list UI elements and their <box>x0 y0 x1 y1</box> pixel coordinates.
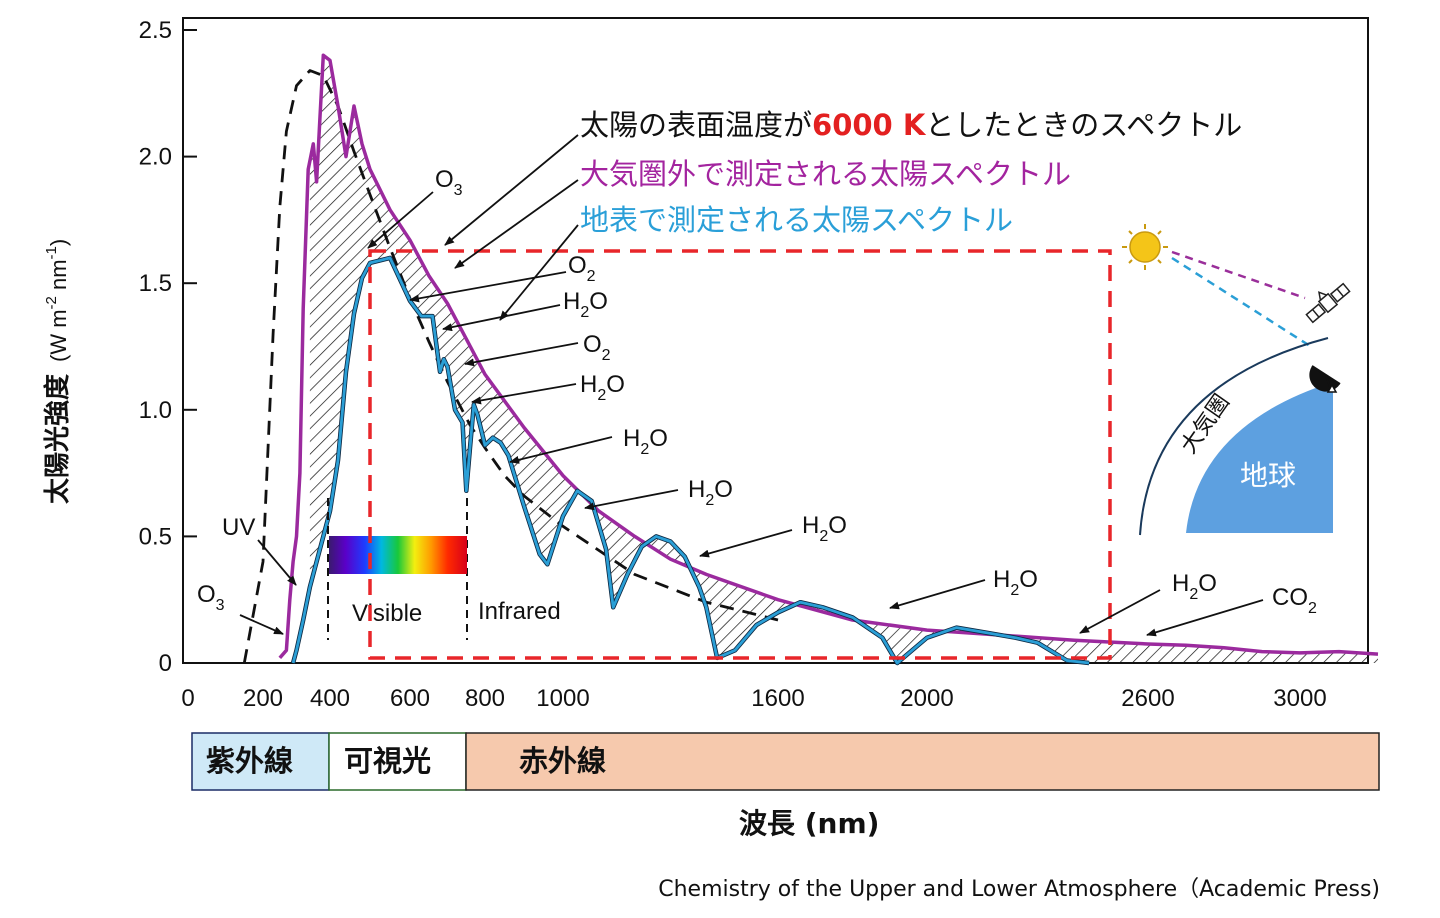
y-axis-unit: (W m-2 nm-1) <box>43 239 71 362</box>
ray-to-satellite <box>1171 250 1306 300</box>
surface-spectrum-line <box>291 256 1090 665</box>
x-tick-label: 800 <box>465 685 505 712</box>
band-visible-label: 可視光 <box>344 744 431 778</box>
band-uv-label: 紫外線 <box>206 744 293 778</box>
h2o-label-g: H2O <box>1172 570 1217 603</box>
y-axis-label: 太陽光強度 (W m-2 nm-1) <box>42 239 73 504</box>
y-tick-label: 0.5 <box>139 523 172 550</box>
y-tick-label: 1.5 <box>139 270 172 297</box>
y-tick-label: 1.0 <box>139 397 172 424</box>
o2-label-a: O2 <box>568 252 596 285</box>
h2o-label-e: H2O <box>802 512 847 545</box>
x-tick-label: 2600 <box>1121 685 1174 712</box>
arrow-o3-top <box>367 191 434 249</box>
x-tick-label: 400 <box>310 685 350 712</box>
arrow-co2 <box>1146 599 1264 637</box>
x-tick-label: 3000 <box>1273 685 1326 712</box>
satellite-icon <box>1305 282 1351 324</box>
arrow-uv <box>257 539 297 586</box>
x-tick-label: 600 <box>390 685 430 712</box>
arrow-h2o-a <box>442 304 561 332</box>
plot-frame <box>182 17 1369 664</box>
h2o-label-a: H2O <box>563 288 608 321</box>
infrared-label: Infrared <box>478 598 561 625</box>
legend-surface: 地表で測定される太陽スペクトル <box>580 203 1013 237</box>
earth-shape <box>1186 382 1333 533</box>
h2o-label-c: H2O <box>623 425 668 458</box>
axis-ticks: 0 0.5 1.0 1.5 2.0 2.5 0 200 400 600 800 1000 1600 200… <box>139 17 1327 712</box>
x-tick-label: 1000 <box>536 685 589 712</box>
source-credit: Chemistry of the Upper and Lower Atmosph… <box>658 877 1380 902</box>
arrow-legend-6000k <box>444 134 579 246</box>
arrow-h2o-g <box>1079 589 1161 634</box>
arrow-o2-a <box>409 271 567 303</box>
h2o-label-f: H2O <box>993 566 1038 599</box>
o2-label-b: O2 <box>583 331 611 364</box>
atmosphere-arc <box>1139 337 1329 536</box>
ground-station-icon <box>1309 365 1341 393</box>
co2-label: CO2 <box>1272 584 1317 617</box>
arrow-o3-left <box>239 614 284 635</box>
ray-to-ground <box>1171 256 1311 348</box>
x-tick-label: 0 <box>181 685 194 712</box>
y-tick-label: 2.0 <box>139 144 172 171</box>
highlight-box <box>368 249 1112 660</box>
arrow-legend-surface <box>499 224 579 321</box>
band-infrared-label: 赤外線 <box>519 744 606 778</box>
arrow-h2o-c <box>509 436 613 464</box>
arrow-o2-b <box>464 342 579 367</box>
x-tick-label: 200 <box>243 685 283 712</box>
uv-label: UV <box>222 514 255 541</box>
o3-label-left: O3 <box>197 581 225 614</box>
h2o-label-b: H2O <box>580 371 625 404</box>
annotation-arrows <box>239 134 1264 637</box>
blackbody-6000k-line <box>242 69 779 664</box>
band-uv <box>191 732 330 791</box>
y-tick-label: 0 <box>159 650 172 677</box>
absorption-region <box>309 55 1378 664</box>
band-infrared <box>465 732 1380 791</box>
x-tick-label: 2000 <box>900 685 953 712</box>
arrow-h2o-e <box>699 529 793 558</box>
h2o-label-d: H2O <box>688 476 733 509</box>
arrow-h2o-f <box>889 579 986 610</box>
arrow-h2o-d <box>584 489 679 511</box>
y-axis-title: 太陽光強度 <box>42 374 73 504</box>
earth-label: 地球 <box>1240 459 1296 492</box>
extraterrestrial-spectrum-line <box>278 53 1379 660</box>
o3-label-top: O3 <box>435 166 463 199</box>
x-tick-label: 1600 <box>751 685 804 712</box>
legend-outside-atmosphere: 大気圏外で測定される太陽スペクトル <box>580 157 1071 191</box>
visible-label: Visible <box>352 600 422 627</box>
legend-6000k: 太陽の表面温度が6000 Kとしたときのスペクトル <box>580 108 1242 142</box>
absorption-hatch <box>309 55 1378 664</box>
visible-spectrum-bar <box>329 536 467 574</box>
spectrum-series <box>242 53 1379 666</box>
y-tick-label: 2.5 <box>139 17 172 44</box>
inset-illustration: 地球 大気圏 <box>1122 224 1351 536</box>
x-axis-title: 波長 (nm) <box>739 807 879 840</box>
sun-icon <box>1122 224 1168 270</box>
arrow-h2o-b <box>471 383 577 405</box>
arrow-legend-outside <box>454 179 579 269</box>
